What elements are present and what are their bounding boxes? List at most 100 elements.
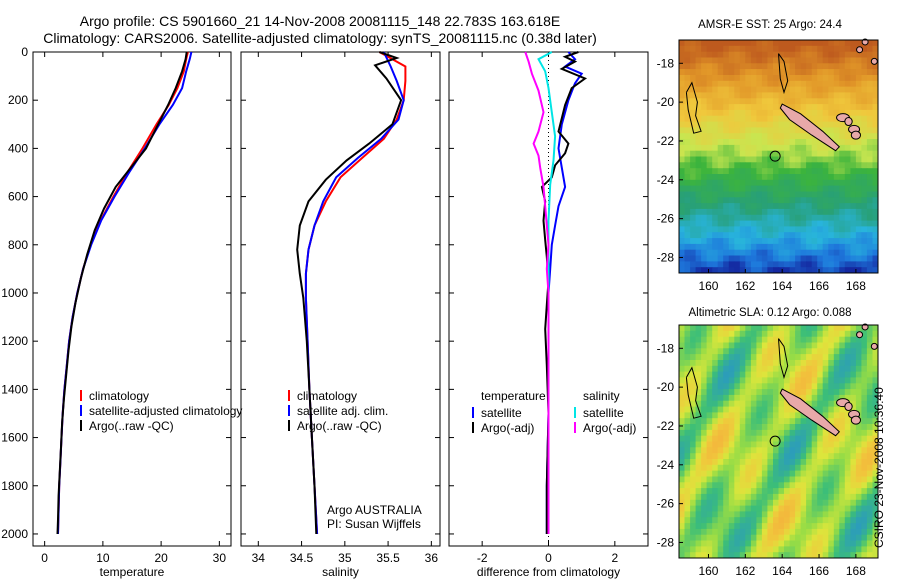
map-cell — [701, 429, 708, 437]
map-cell — [789, 377, 796, 384]
map-cell — [723, 133, 730, 140]
map-cell — [679, 406, 685, 413]
map-cell — [728, 203, 735, 210]
map-cell — [723, 243, 730, 251]
map-cell — [756, 69, 763, 76]
map-cell — [773, 429, 779, 437]
map-cell — [695, 232, 702, 239]
map-cell — [795, 226, 802, 233]
map-cell — [806, 109, 813, 117]
map-cell — [773, 51, 779, 58]
map-cell — [756, 453, 763, 460]
map-cell — [784, 162, 790, 169]
map-cell — [866, 424, 873, 431]
map-cell — [866, 185, 873, 192]
map-cell — [690, 418, 697, 425]
map-cell — [822, 104, 829, 111]
map-cell — [739, 51, 746, 58]
map-cell — [750, 552, 757, 559]
map-cell — [839, 168, 846, 175]
map-cell — [679, 238, 685, 245]
map-cell — [811, 197, 818, 204]
map-cell — [850, 505, 857, 512]
map-cell — [800, 459, 807, 466]
map-cell — [855, 197, 862, 204]
map-cell — [850, 226, 857, 233]
map-cell — [844, 517, 851, 524]
map-cell — [795, 389, 802, 396]
map-cell — [728, 330, 735, 338]
map-cell — [706, 98, 713, 105]
map-cell — [833, 546, 840, 553]
map-cell — [811, 104, 818, 111]
map-cell — [866, 336, 873, 343]
map-cell — [778, 546, 785, 553]
map-cell — [701, 238, 708, 245]
map-cell — [795, 238, 802, 245]
map-cell — [811, 325, 818, 332]
map-cell — [684, 488, 691, 495]
map-cell — [806, 226, 813, 233]
map-cell — [822, 80, 829, 88]
map-cell — [866, 98, 873, 105]
map-cell — [861, 191, 868, 198]
map-cell — [806, 92, 813, 99]
map-cell — [778, 418, 785, 425]
map-cell — [866, 220, 873, 227]
map-cell — [723, 441, 730, 448]
map-cell — [817, 185, 824, 192]
map-cell — [844, 203, 851, 210]
map-cell — [750, 214, 757, 222]
map-cell — [850, 540, 857, 547]
map-cell — [833, 243, 840, 251]
map-cell — [806, 441, 813, 448]
map-cell — [750, 447, 757, 454]
map-cell — [872, 383, 879, 390]
map-cell — [734, 342, 741, 349]
map-cell — [690, 203, 697, 210]
map-cell — [739, 243, 746, 251]
map-cell — [701, 412, 708, 419]
map-cell — [866, 348, 873, 355]
map-cell — [828, 92, 835, 99]
map-cell — [806, 133, 813, 140]
map-cell — [833, 220, 840, 227]
map-cell — [723, 488, 730, 495]
map-cell — [822, 185, 829, 192]
map-cell — [739, 476, 746, 483]
map-cell — [784, 156, 790, 163]
map-cell — [872, 45, 879, 53]
map-cell — [695, 92, 702, 99]
map-cell — [817, 75, 824, 82]
y-tick-label: -28 — [657, 250, 675, 264]
map-cell — [850, 243, 857, 251]
map-cell — [817, 447, 824, 454]
map-cell — [828, 162, 835, 169]
map-cell — [739, 168, 746, 175]
map-cell — [745, 220, 752, 227]
map-cell — [734, 203, 741, 210]
map-cell — [861, 220, 868, 227]
map-cell — [784, 488, 790, 495]
map-cell — [723, 540, 730, 547]
map-cell — [866, 447, 873, 454]
map-cell — [734, 191, 741, 198]
map-cell — [684, 57, 691, 64]
map-cell — [767, 360, 774, 367]
map-cell — [701, 488, 708, 495]
map-cell — [806, 208, 813, 216]
map-cell — [811, 63, 818, 70]
map-cell — [701, 482, 708, 489]
map-cell — [684, 499, 691, 507]
map-cell — [811, 45, 818, 53]
map-cell — [706, 220, 713, 227]
map-cell — [773, 453, 779, 460]
map-cell — [784, 191, 790, 198]
map-cell — [850, 75, 857, 82]
map-cell — [756, 517, 763, 524]
map-cell — [701, 360, 708, 367]
map-cell — [706, 464, 713, 472]
map-cell — [761, 552, 768, 559]
map-cell — [817, 191, 824, 198]
map-cell — [861, 348, 868, 355]
